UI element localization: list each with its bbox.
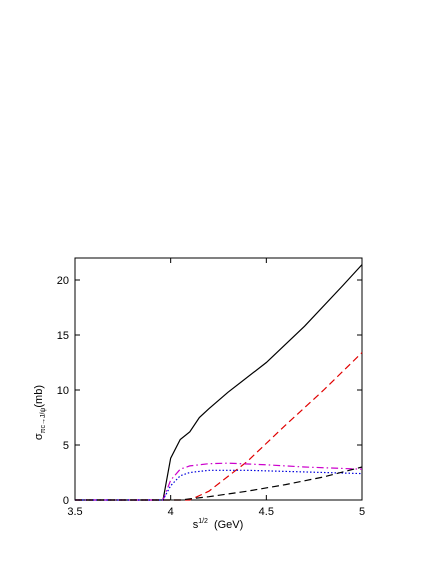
series-line [75, 352, 363, 501]
x-label-symbol: s [193, 519, 199, 531]
y-tick-label: 20 [57, 275, 69, 287]
x-tick-label: 5 [359, 506, 365, 518]
x-label: s1/2 (GeV) [193, 518, 244, 531]
x-tick-label: 4 [168, 506, 174, 518]
series-line [75, 469, 363, 501]
y-tick-label: 10 [57, 385, 69, 397]
y-label-symbol: σ [33, 433, 45, 440]
series-line [75, 462, 363, 501]
x-label-unit: (GeV) [214, 519, 243, 531]
y-label-sub: πc→J/ψ [40, 408, 47, 434]
y-label: σπc→J/ψ(mb) [33, 385, 47, 440]
x-tick-label: 4.5 [259, 506, 274, 518]
y-tick-label: 15 [57, 330, 69, 342]
y-tick-label: 0 [63, 495, 69, 507]
series-line [75, 264, 363, 501]
series-line [75, 466, 363, 501]
y-label-unit: (mb) [33, 385, 45, 408]
x-tick-label: 3.5 [67, 506, 82, 518]
x-label-sup: 1/2 [198, 518, 208, 525]
y-tick-label: 5 [63, 440, 69, 452]
plot-frame [74, 257, 363, 501]
